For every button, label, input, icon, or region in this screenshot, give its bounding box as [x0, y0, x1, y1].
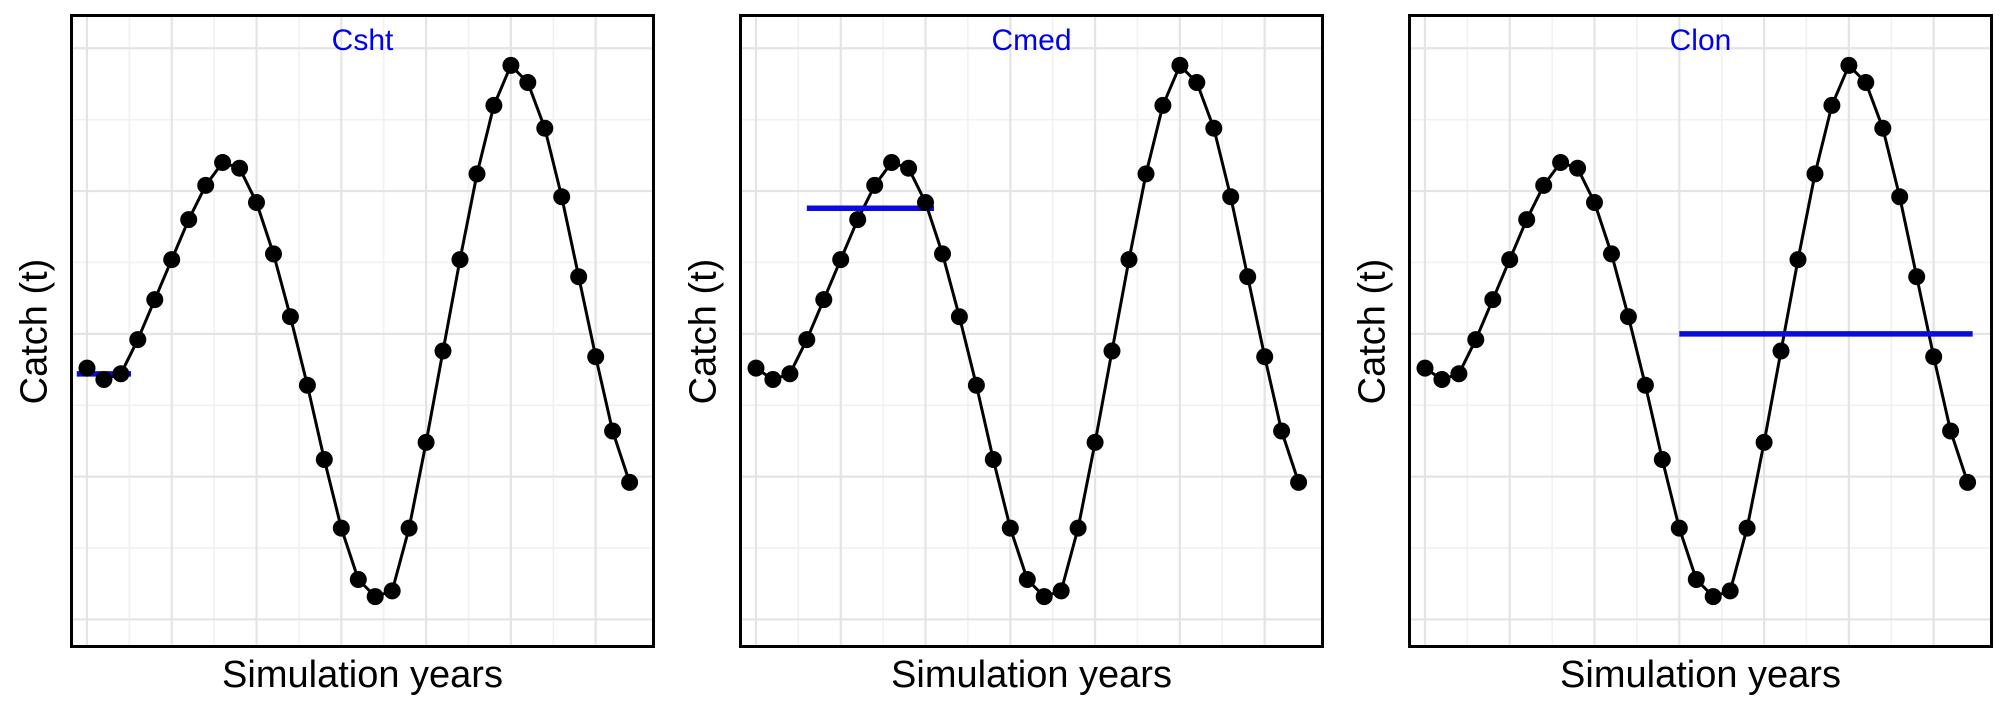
- y-axis-label-wrap: Catch (t): [669, 14, 739, 648]
- y-axis-label: Catch (t): [1351, 258, 1394, 404]
- plot-area: [70, 14, 655, 648]
- plot-area: [739, 14, 1324, 648]
- chart-panel-clon: Catch (t) Clon Simulation years: [1338, 0, 2007, 708]
- y-axis-label: Catch (t): [13, 258, 56, 404]
- x-axis-label: Simulation years: [1560, 654, 1841, 696]
- chart-panel-cmed: Catch (t) Cmed Simulation years: [669, 0, 1338, 708]
- y-axis-label: Catch (t): [682, 258, 725, 404]
- x-axis-label: Simulation years: [222, 654, 503, 696]
- chart-panel-csht: Catch (t) Csht Simulation years: [0, 0, 669, 708]
- y-axis-label-wrap: Catch (t): [0, 14, 70, 648]
- x-axis-label: Simulation years: [891, 654, 1172, 696]
- y-axis-label-wrap: Catch (t): [1338, 14, 1408, 648]
- plot-area: [1408, 14, 1993, 648]
